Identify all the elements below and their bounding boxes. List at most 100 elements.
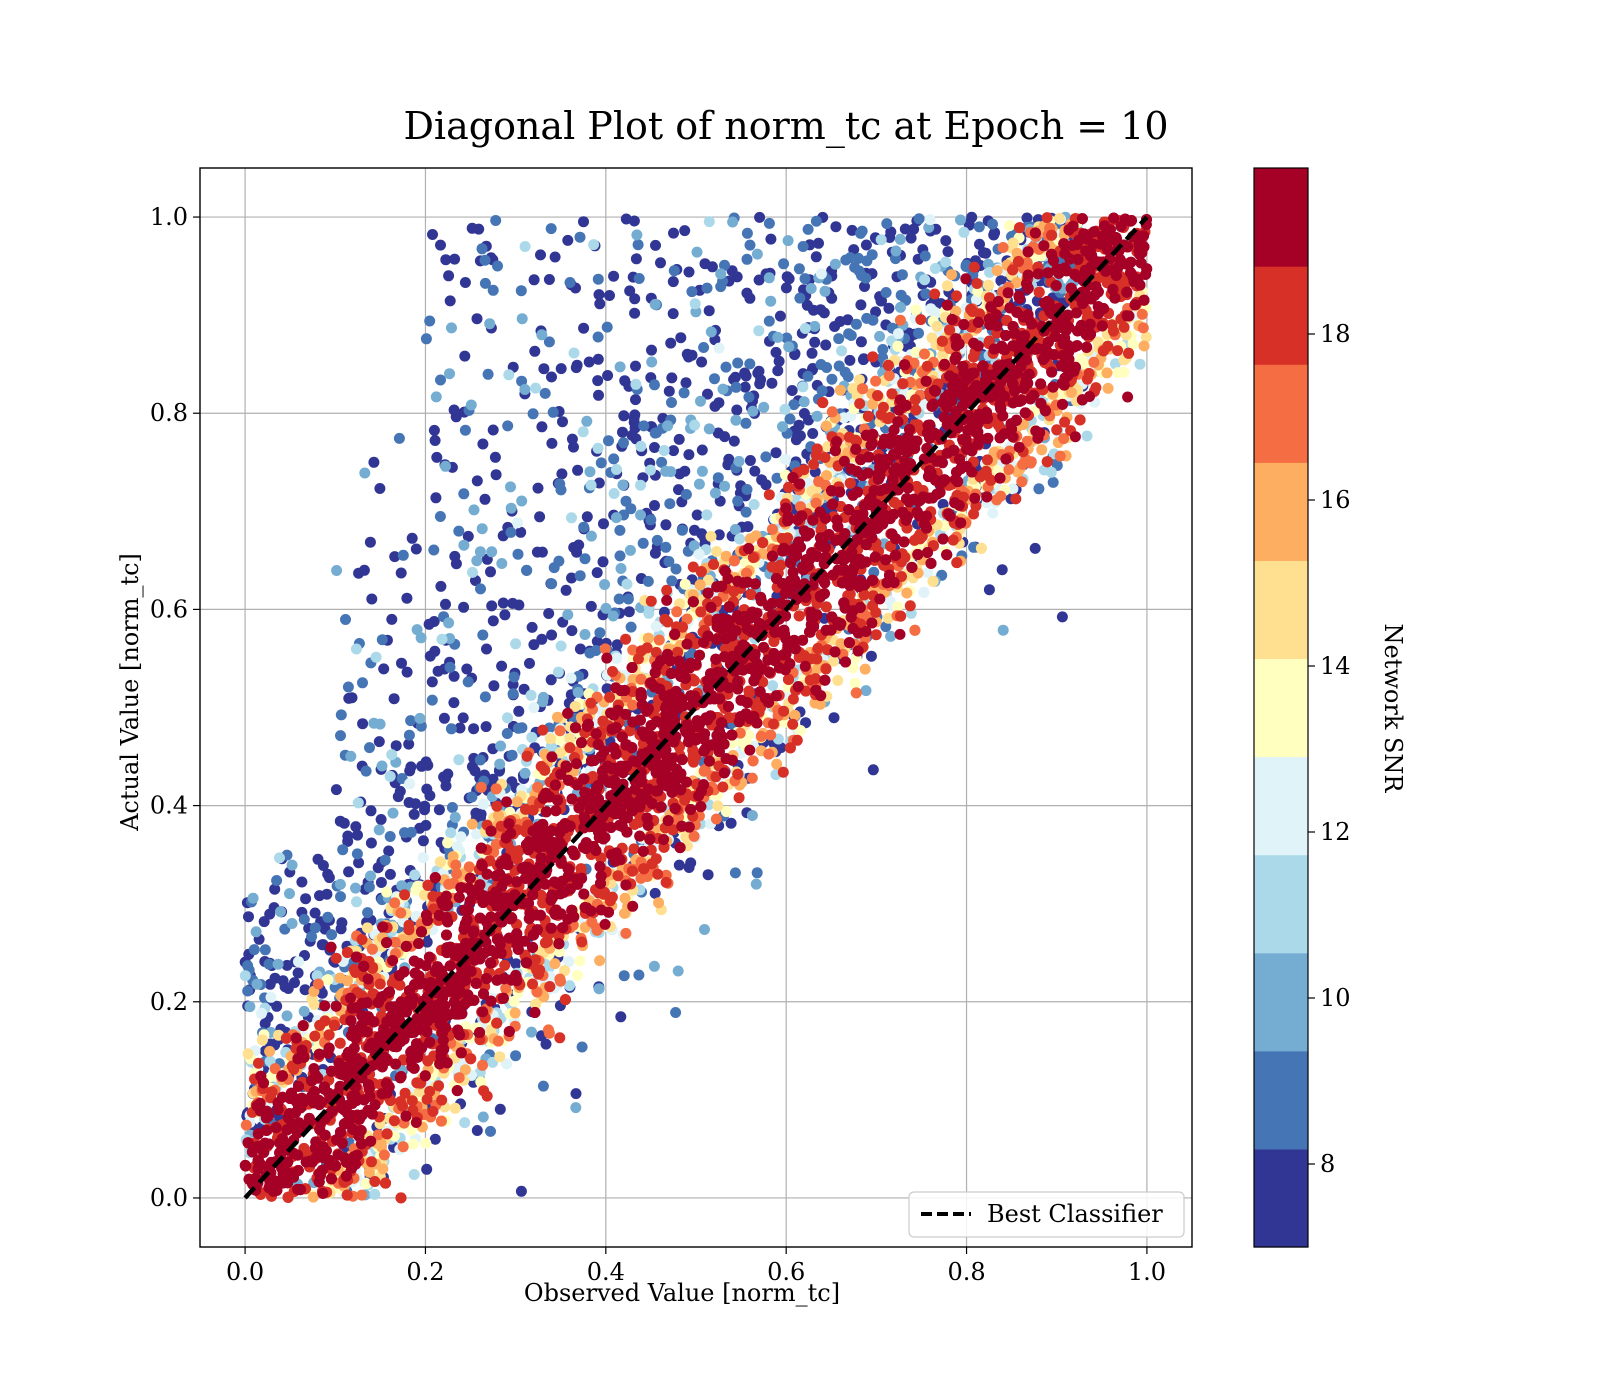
scatter-point <box>444 295 456 307</box>
scatter-point <box>574 231 586 243</box>
scatter-point <box>407 1138 419 1150</box>
scatter-point <box>494 1051 506 1063</box>
scatter-point <box>829 258 841 270</box>
scatter-point <box>433 804 445 816</box>
scatter-point <box>322 974 334 986</box>
scatter-point <box>337 844 349 856</box>
scatter-point <box>859 281 870 292</box>
scatter-point <box>730 414 742 426</box>
scatter-point <box>709 373 720 385</box>
scatter-point <box>875 234 887 246</box>
scatter-point <box>867 314 879 326</box>
scatter-point <box>555 363 567 375</box>
scatter-point <box>667 308 679 320</box>
scatter-point <box>440 254 452 266</box>
scatter-point <box>421 936 433 948</box>
scatter-point <box>414 822 426 834</box>
scatter-point <box>728 555 740 567</box>
scatter-point <box>390 740 402 752</box>
scatter-point <box>919 348 930 360</box>
scatter-point <box>545 733 557 745</box>
scatter-point <box>983 584 995 596</box>
scatter-point <box>269 883 281 895</box>
scatter-point <box>666 575 678 587</box>
scatter-point <box>604 290 615 301</box>
scatter-point <box>519 241 531 252</box>
scatter-point <box>424 790 436 802</box>
scatter-point <box>574 955 586 967</box>
scatter-point <box>426 676 438 688</box>
scatter-point <box>499 609 511 621</box>
scatter-point <box>415 632 427 644</box>
scatter-point <box>312 853 324 865</box>
scatter-point <box>247 892 259 904</box>
scatter-point <box>321 888 333 900</box>
scatter-point <box>715 268 727 280</box>
scatter-point <box>709 487 721 499</box>
scatter-point <box>549 958 561 970</box>
scatter-point <box>754 378 766 390</box>
scatter-point <box>479 277 491 289</box>
scatter-point <box>1112 367 1124 379</box>
scatter-point <box>552 666 564 678</box>
scatter-point <box>300 893 312 905</box>
scatter-point <box>1056 611 1068 623</box>
scatter-point <box>309 922 321 934</box>
scatter-point <box>732 357 744 369</box>
scatter-point <box>826 292 838 304</box>
scatter-point <box>615 563 627 574</box>
scatter-point <box>805 283 817 294</box>
scatter-point <box>581 415 593 427</box>
scatter-point <box>666 372 678 384</box>
scatter-point <box>240 1119 252 1131</box>
scatter-point <box>763 489 775 501</box>
scatter-point <box>536 633 548 645</box>
scatter-point <box>578 216 589 228</box>
scatter-point <box>353 857 365 869</box>
scatter-point <box>744 239 756 251</box>
scatter-point <box>782 235 794 247</box>
scatter-point <box>520 803 531 815</box>
scatter-point <box>800 717 812 729</box>
scatter-point <box>850 318 862 330</box>
scatter-point <box>408 808 420 820</box>
scatter-point <box>438 771 450 783</box>
scatter-point <box>448 404 460 416</box>
scatter-point <box>334 878 346 890</box>
scatter-point <box>696 444 708 456</box>
scatter-point <box>635 440 647 452</box>
scatter-point <box>392 791 404 803</box>
scatter-point <box>361 922 373 934</box>
scatter-point <box>462 530 474 542</box>
scatter-point <box>666 397 677 408</box>
scatter-point <box>486 546 498 558</box>
scatter-point <box>395 1192 407 1204</box>
scatter-point <box>284 888 295 900</box>
scatter-point <box>743 391 755 403</box>
scatter-point <box>842 371 854 383</box>
scatter-point <box>830 221 842 233</box>
scatter-point <box>649 379 660 391</box>
scatter-point <box>656 456 668 468</box>
scatter-point <box>599 579 611 590</box>
scatter-point <box>419 804 430 816</box>
scatter-point <box>859 663 871 675</box>
scatter-point <box>414 712 426 724</box>
scatter-point <box>421 1163 433 1175</box>
scatter-point <box>362 907 374 919</box>
scatter-point <box>459 1117 471 1129</box>
scatter-point <box>845 330 857 341</box>
scatter-point <box>603 435 614 447</box>
scatter-point <box>521 564 533 576</box>
scatter-point <box>510 638 522 650</box>
scatter-point <box>799 323 811 334</box>
scatter-point <box>875 295 887 307</box>
scatter-point <box>480 721 492 733</box>
scatter-point <box>646 344 657 356</box>
scatter-point <box>883 302 895 314</box>
scatter-point <box>601 683 613 695</box>
scatter-point <box>783 273 795 285</box>
scatter-point <box>395 907 407 919</box>
scatter-point <box>693 478 705 490</box>
